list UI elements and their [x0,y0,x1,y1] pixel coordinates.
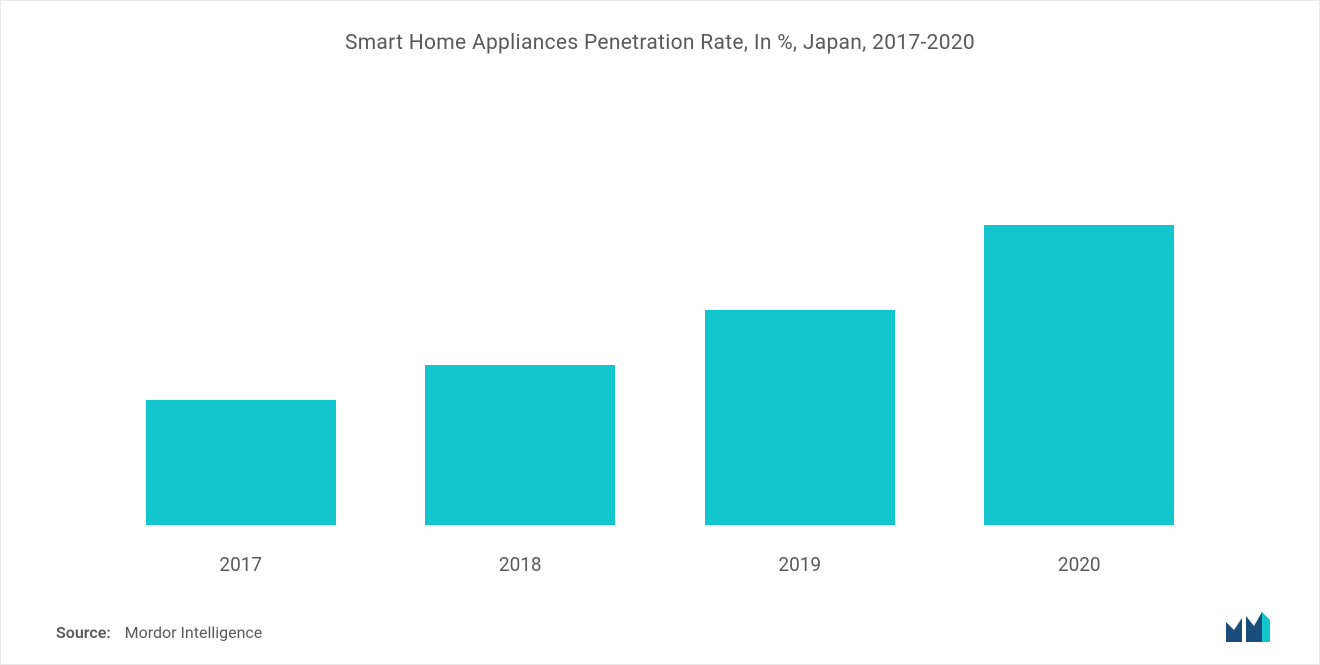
bar-2017 [146,400,336,525]
x-label: 2018 [381,553,661,576]
chart-container: Smart Home Appliances Penetration Rate, … [0,0,1320,665]
x-label: 2020 [940,553,1220,576]
source-value: Mordor Intelligence [125,623,263,642]
bar-wrapper [381,85,661,525]
x-label: 2017 [101,553,381,576]
x-axis-labels: 2017 2018 2019 2020 [71,545,1249,576]
bar-wrapper [101,85,381,525]
source-label: Source: [56,623,111,642]
chart-plot-area [71,85,1249,525]
mordor-logo-icon [1224,610,1274,646]
bar-2020 [984,225,1174,525]
chart-title: Smart Home Appliances Penetration Rate, … [51,31,1269,55]
source-attribution: Source: Mordor Intelligence [56,623,262,642]
bar-2018 [425,365,615,525]
x-label: 2019 [660,553,940,576]
bar-wrapper [660,85,940,525]
bar-2019 [705,310,895,525]
bar-wrapper [940,85,1220,525]
